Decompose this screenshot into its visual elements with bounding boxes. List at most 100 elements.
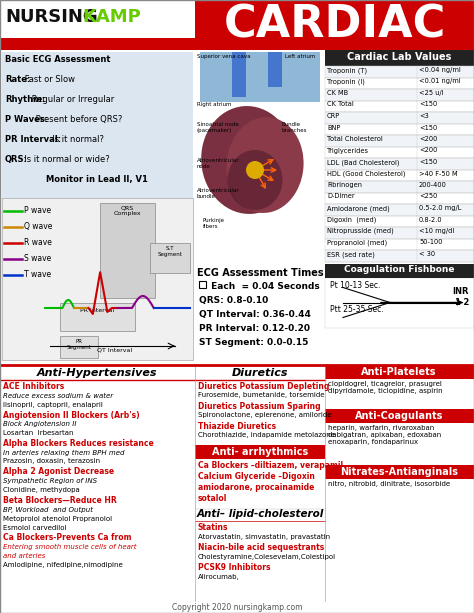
Text: Statins: Statins (198, 523, 228, 532)
Text: Niacin-bile acid sequestrants: Niacin-bile acid sequestrants (198, 543, 324, 552)
Text: Nitroprusside (med): Nitroprusside (med) (327, 228, 394, 235)
Text: Regular or Irregular: Regular or Irregular (29, 95, 115, 104)
Text: Each  = 0.04 Seconds: Each = 0.04 Seconds (208, 282, 320, 291)
Text: Block Angiotension II: Block Angiotension II (3, 421, 76, 427)
Text: ESR (sed rate): ESR (sed rate) (327, 251, 375, 257)
Text: QT Interval: 0.36-0.44: QT Interval: 0.36-0.44 (199, 310, 311, 319)
Ellipse shape (227, 117, 303, 213)
Text: Ptt 25-35 Sec.: Ptt 25-35 Sec. (330, 305, 383, 314)
Text: S wave: S wave (24, 254, 51, 263)
Text: In arteries relaxing them BPH med: In arteries relaxing them BPH med (3, 449, 125, 455)
Text: T wave: T wave (24, 270, 51, 279)
Bar (325, 227, 474, 238)
Text: PCSK9 Inhibitors: PCSK9 Inhibitors (198, 563, 271, 572)
Text: ACE Inhibitors: ACE Inhibitors (3, 382, 64, 391)
Text: BP, Workload  and Output: BP, Workload and Output (3, 506, 93, 512)
Text: Ca Blockers-Prevents Ca from: Ca Blockers-Prevents Ca from (3, 533, 131, 543)
Text: Anti– lipid-cholesterol: Anti– lipid-cholesterol (196, 509, 324, 519)
Text: QRS: 0.8-0.10: QRS: 0.8-0.10 (199, 296, 268, 305)
Text: QRS:: QRS: (5, 155, 28, 164)
Text: Digoxin  (med): Digoxin (med) (327, 216, 376, 223)
Text: Anti- arrhythmics: Anti- arrhythmics (212, 447, 308, 457)
Text: Copyright 2020 nursingkamp.com: Copyright 2020 nursingkamp.com (172, 603, 302, 612)
Text: P Waves:: P Waves: (5, 115, 48, 124)
Text: <3: <3 (419, 113, 429, 119)
Bar (325, 112, 474, 123)
Text: PR Interval:: PR Interval: (5, 135, 61, 144)
Text: PR Interval: PR Interval (80, 308, 114, 313)
Text: KAMP: KAMP (82, 8, 141, 26)
Bar (325, 147, 474, 158)
Text: D-Dimer: D-Dimer (327, 194, 355, 199)
Text: Atrioventricular
node: Atrioventricular node (197, 158, 240, 169)
Text: <25 u/l: <25 u/l (419, 90, 444, 96)
Text: Right atrium: Right atrium (197, 102, 231, 107)
Text: Alpha Blockers Reduces resistance: Alpha Blockers Reduces resistance (3, 439, 154, 448)
Text: Calcium Glyceride –Digoxin: Calcium Glyceride –Digoxin (198, 472, 315, 481)
Text: lisinopril, captopril, enalapril: lisinopril, captopril, enalapril (3, 402, 103, 408)
Text: Beta Blockers—Reduce HR: Beta Blockers—Reduce HR (3, 496, 117, 505)
Bar (195, 445, 325, 459)
Text: Pt 10-13 Sec.: Pt 10-13 Sec. (330, 281, 380, 291)
Bar (195, 508, 325, 510)
Bar (325, 250, 474, 262)
Text: Rate:: Rate: (5, 75, 30, 84)
Text: Fast or Slow: Fast or Slow (22, 75, 75, 84)
Text: R wave: R wave (24, 238, 52, 247)
Text: Amlodipine, nifedipine,nimodipine: Amlodipine, nifedipine,nimodipine (3, 562, 123, 568)
Text: Cardiac Lab Values: Cardiac Lab Values (347, 52, 451, 62)
Text: sotalol: sotalol (198, 494, 228, 503)
Text: Troponin (I): Troponin (I) (327, 78, 365, 85)
Bar (150, 243, 190, 273)
Bar (325, 158, 474, 170)
Text: BNP: BNP (327, 124, 340, 131)
Bar (195, 0, 474, 50)
Text: Bundle
branches: Bundle branches (282, 122, 308, 133)
Bar (325, 77, 474, 89)
Text: Fibrinogen: Fibrinogen (327, 182, 362, 188)
Bar (325, 123, 474, 135)
Text: PR
Segment: PR Segment (66, 339, 91, 350)
Bar (325, 66, 474, 77)
Text: Metoprolol atenolol Propranolol: Metoprolol atenolol Propranolol (3, 516, 112, 522)
Text: Diuretics: Diuretics (232, 368, 288, 378)
Bar (200, 52, 320, 102)
Text: Is it normal?: Is it normal? (47, 135, 104, 144)
Text: Sinoatrial node
(pacemaker): Sinoatrial node (pacemaker) (197, 122, 239, 133)
Bar (325, 264, 474, 278)
Text: heparin, warfarin, rivaroxaban
dabigatran, apixaban, edoxaban
enoxaparin, fondap: heparin, warfarin, rivaroxaban dabigatra… (328, 425, 441, 445)
Text: 200-400: 200-400 (419, 182, 447, 188)
Bar (325, 278, 474, 327)
Bar (268, 52, 282, 87)
Text: Atrioventricular
bundle: Atrioventricular bundle (197, 188, 240, 199)
Text: Losartan  Irbesartan: Losartan Irbesartan (3, 430, 73, 436)
Text: amiodarone, procainamide: amiodarone, procainamide (198, 483, 314, 492)
Bar (325, 89, 474, 101)
Bar (325, 204, 474, 216)
Bar (325, 135, 474, 147)
Text: HDL (Good Cholesterol): HDL (Good Cholesterol) (327, 170, 405, 177)
Text: ECG Assessment Times: ECG Assessment Times (197, 268, 323, 278)
Text: S.T
Segment: S.T Segment (157, 246, 182, 257)
Text: 0.8-2.0: 0.8-2.0 (419, 216, 443, 223)
Text: NURSING: NURSING (5, 8, 98, 26)
Bar (232, 52, 246, 97)
Text: Reduce excess sodium & water: Reduce excess sodium & water (3, 392, 113, 398)
Bar (325, 238, 474, 250)
Text: Anti-Hypertensives: Anti-Hypertensives (37, 368, 157, 378)
Text: <0.01 ng/ml: <0.01 ng/ml (419, 78, 461, 85)
Text: CARDIAC: CARDIAC (223, 4, 446, 47)
Text: Atorvastatin, simvastatin, pravastatin: Atorvastatin, simvastatin, pravastatin (198, 533, 330, 539)
Text: ST Segment: 0.0-0.15: ST Segment: 0.0-0.15 (199, 338, 309, 347)
Text: <150: <150 (419, 124, 437, 131)
Text: Q wave: Q wave (24, 222, 52, 231)
Ellipse shape (201, 106, 295, 214)
Bar (325, 181, 474, 192)
Ellipse shape (246, 161, 264, 179)
Text: clopidogrel, ticagrelor, prasugrel
dipyridamole, ticlopidine, aspirin: clopidogrel, ticagrelor, prasugrel dipyr… (328, 381, 443, 394)
Text: <200: <200 (419, 136, 438, 142)
Text: Propranolol (med): Propranolol (med) (327, 240, 387, 246)
Text: Diuretics Potassium Depleting: Diuretics Potassium Depleting (198, 382, 329, 391)
Text: PR Interval: 0.12-0.20: PR Interval: 0.12-0.20 (199, 324, 310, 333)
Bar (325, 365, 474, 379)
